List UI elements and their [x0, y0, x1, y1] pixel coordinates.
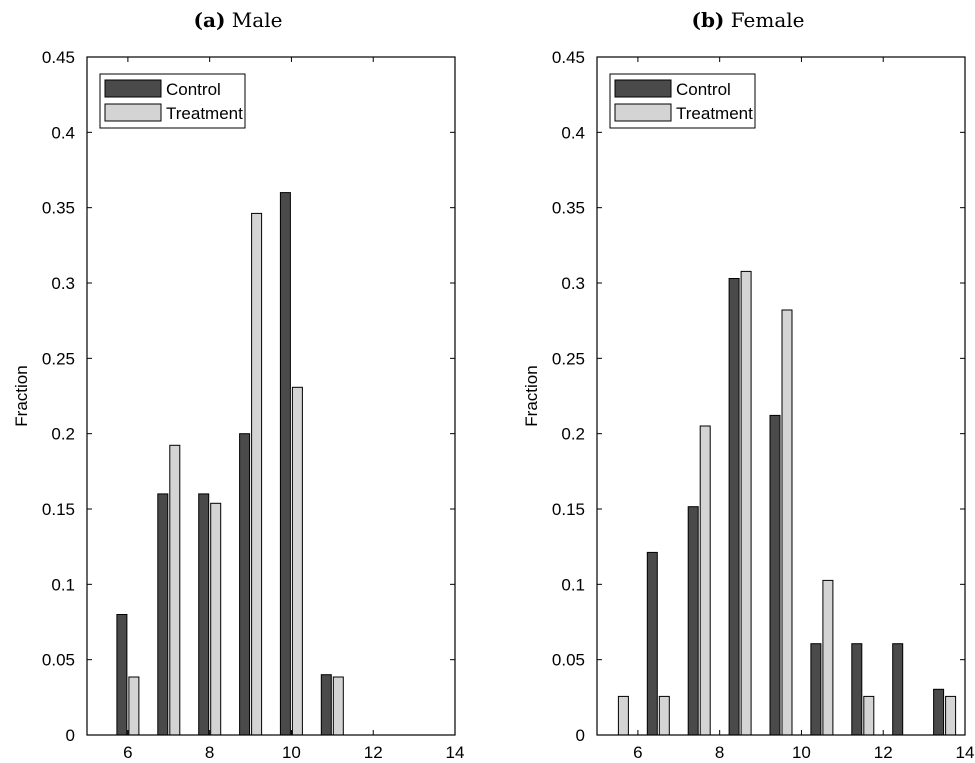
panel-a-ytick-label: 0.1 [51, 575, 75, 594]
panel-b-legend-swatch-control [614, 79, 672, 98]
panel-a-name: Male [231, 8, 283, 32]
panel-b-title: (b) Female [691, 8, 804, 32]
panel-a-xtick-label: 14 [446, 743, 465, 762]
panel-a-y-axis-label: Fraction [12, 365, 31, 426]
panel-a-bar-treatment [128, 676, 140, 736]
panel-b-ytick-label: 0.35 [552, 199, 585, 218]
panel-b-ytick-label: 0 [576, 726, 585, 745]
panel-b-xtick-label: 12 [874, 743, 893, 762]
panel-b-bar-control [646, 551, 658, 736]
panel-b-legend-label-control: Control [676, 80, 731, 99]
panel-a-ytick-label: 0.45 [42, 48, 75, 67]
panel-a-legend-swatch-treatment [104, 103, 162, 122]
panel-b-ytick-label: 0.1 [561, 575, 585, 594]
panel-a-bar-treatment [291, 386, 303, 736]
panel-b-bar-treatment [781, 309, 793, 736]
panel-b-name: Female [730, 8, 805, 32]
panel-a-bar-control [157, 493, 169, 736]
panel-a-plot-frame [86, 56, 456, 736]
panel-b-ytick-label: 0.2 [561, 425, 585, 444]
panel-b-bar-treatment [822, 579, 834, 736]
panel-b-xtick-label: 6 [633, 743, 642, 762]
panel-b-bar-control [728, 278, 740, 736]
panel-b-y-axis-label: Fraction [522, 365, 541, 426]
panel-a-bar-control [320, 674, 332, 736]
panel-a-xtick-label: 12 [364, 743, 383, 762]
panel-a-title: (a) Male [194, 8, 283, 32]
panel-a-legend-label-control: Control [166, 80, 221, 99]
panel-b-xtick-label: 10 [792, 743, 811, 762]
panel-b-xtick-label: 8 [715, 743, 724, 762]
panel-a-bar-control [239, 433, 251, 736]
panel-a-legend-label-treatment: Treatment [166, 104, 243, 123]
panel-b-ytick-label: 0.05 [552, 651, 585, 670]
panel-b-ytick-label: 0.4 [561, 123, 585, 142]
panel-b-bar-control [933, 688, 945, 736]
panel-a-bar-control [198, 493, 210, 736]
panel-a-ytick-label: 0.25 [42, 349, 75, 368]
panel-a-ytick-label: 0.2 [51, 425, 75, 444]
panel-b-bar-treatment [945, 695, 957, 736]
panel-a-ytick-label: 0.35 [42, 199, 75, 218]
panel-a-bar-treatment [332, 676, 344, 736]
panel-b-bar-control [851, 643, 863, 736]
panel-a-bar-control [116, 614, 128, 736]
panel-b-xtick-label: 14 [956, 743, 975, 762]
panel-b-bar-control [769, 414, 781, 736]
panel-b-ytick-label: 0.15 [552, 500, 585, 519]
panel-b-tag: (b) [691, 8, 725, 32]
panel-a-ytick-label: 0 [66, 726, 75, 745]
panel-a-ytick-label: 0.05 [42, 651, 75, 670]
panel-a-bar-treatment [169, 444, 181, 736]
panel-a-bar-treatment [251, 212, 263, 736]
panel-a-legend-swatch-control [104, 79, 162, 98]
panel-a-bar-control [279, 192, 291, 736]
panel-a-ytick-label: 0.3 [51, 274, 75, 293]
panel-b-ytick-label: 0.3 [561, 274, 585, 293]
panel-b-bar-treatment [699, 425, 711, 736]
panel-b-bar-control [892, 643, 904, 736]
panel-b-ytick-label: 0.25 [552, 349, 585, 368]
panel-b-ytick-label: 0.45 [552, 48, 585, 67]
panel-a-ytick-label: 0.4 [51, 123, 75, 142]
panel-b-bar-treatment [740, 270, 752, 736]
panel-b-bar-control [687, 506, 699, 736]
panel-a-tag: (a) [193, 8, 226, 32]
panel-a-ytick-label: 0.15 [42, 500, 75, 519]
panel-b-bar-treatment [658, 695, 670, 736]
panel-b-bar-control [810, 643, 822, 736]
panel-b-bar-treatment [863, 695, 875, 736]
panel-b-legend-label-treatment: Treatment [676, 104, 753, 123]
panel-a-xtick-label: 8 [205, 743, 214, 762]
panel-a-xtick-label: 6 [123, 743, 132, 762]
panel-b-legend-swatch-treatment [614, 103, 672, 122]
panel-a-xtick-label: 10 [282, 743, 301, 762]
panel-b-plot-frame [596, 56, 966, 736]
panel-b-bar-treatment [617, 695, 629, 736]
panel-a-bar-treatment [210, 502, 222, 736]
